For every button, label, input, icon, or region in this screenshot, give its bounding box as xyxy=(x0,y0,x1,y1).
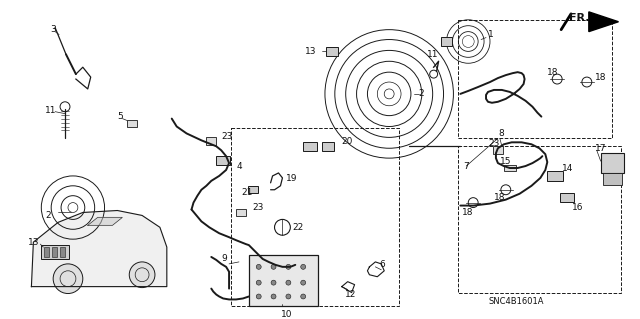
Polygon shape xyxy=(31,211,167,286)
Polygon shape xyxy=(589,12,618,32)
Text: 14: 14 xyxy=(562,164,573,173)
Circle shape xyxy=(256,280,261,285)
Polygon shape xyxy=(88,218,122,225)
Text: 18: 18 xyxy=(494,193,506,202)
Text: 21: 21 xyxy=(241,188,252,197)
Text: 19: 19 xyxy=(286,174,298,183)
Circle shape xyxy=(271,280,276,285)
Circle shape xyxy=(256,294,261,299)
Text: 18: 18 xyxy=(462,208,474,217)
Text: FR.: FR. xyxy=(569,13,589,23)
Text: 9: 9 xyxy=(221,255,227,263)
Text: 17: 17 xyxy=(595,144,606,153)
Circle shape xyxy=(286,294,291,299)
Text: 7: 7 xyxy=(463,161,469,171)
Text: 11: 11 xyxy=(45,106,57,115)
Circle shape xyxy=(301,280,306,285)
Circle shape xyxy=(271,294,276,299)
Text: 18: 18 xyxy=(547,68,559,77)
Text: 22: 22 xyxy=(292,223,303,232)
Bar xyxy=(42,245,69,259)
Bar xyxy=(458,146,621,293)
Circle shape xyxy=(256,264,261,269)
Text: 20: 20 xyxy=(342,137,353,146)
Bar xyxy=(248,186,258,193)
Circle shape xyxy=(301,294,306,299)
Bar xyxy=(44,247,49,257)
Text: 23: 23 xyxy=(488,139,499,148)
Text: 2: 2 xyxy=(419,89,424,98)
Text: 18: 18 xyxy=(595,73,606,82)
Circle shape xyxy=(53,264,83,293)
Bar xyxy=(216,156,230,165)
Text: 11: 11 xyxy=(427,50,438,59)
Text: 16: 16 xyxy=(572,203,584,212)
Bar xyxy=(127,120,137,128)
Circle shape xyxy=(286,264,291,269)
Text: 15: 15 xyxy=(500,157,511,166)
Bar xyxy=(60,247,65,257)
Bar xyxy=(326,47,338,56)
Bar xyxy=(303,142,317,151)
Text: 13: 13 xyxy=(28,238,40,247)
Bar xyxy=(440,37,452,46)
Text: 2: 2 xyxy=(45,211,51,220)
Text: 8: 8 xyxy=(498,129,504,138)
Circle shape xyxy=(301,264,306,269)
Bar xyxy=(601,153,625,173)
Bar xyxy=(458,20,612,138)
Bar xyxy=(603,173,623,185)
Bar xyxy=(236,209,246,216)
Text: 13: 13 xyxy=(305,47,317,56)
Bar xyxy=(249,255,318,306)
Text: 6: 6 xyxy=(380,260,385,269)
Text: SNC4B1601A: SNC4B1601A xyxy=(488,297,543,306)
Circle shape xyxy=(271,264,276,269)
Text: 5: 5 xyxy=(117,112,123,121)
Text: 3: 3 xyxy=(50,25,56,34)
Text: 23: 23 xyxy=(221,132,232,141)
Circle shape xyxy=(286,280,291,285)
Text: 23: 23 xyxy=(253,203,264,212)
Bar xyxy=(493,146,503,154)
Bar xyxy=(206,137,216,145)
Bar xyxy=(231,129,399,306)
Bar xyxy=(504,165,516,172)
Text: 4: 4 xyxy=(237,161,243,171)
Bar xyxy=(560,193,574,202)
Circle shape xyxy=(129,262,155,288)
Bar xyxy=(547,171,563,181)
Bar xyxy=(52,247,57,257)
Text: 1: 1 xyxy=(488,30,494,39)
Text: 10: 10 xyxy=(280,310,292,319)
Bar xyxy=(322,142,334,151)
Text: 12: 12 xyxy=(345,290,356,299)
